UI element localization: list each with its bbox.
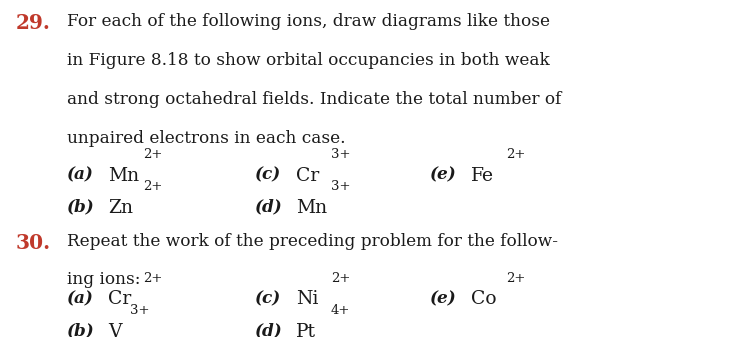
Text: 29.: 29. — [16, 13, 51, 33]
Text: Pt: Pt — [296, 323, 316, 337]
Text: Cr: Cr — [108, 290, 131, 308]
Text: Fe: Fe — [471, 167, 494, 185]
Text: Mn: Mn — [296, 199, 327, 217]
Text: (b): (b) — [67, 199, 95, 216]
Text: Ni: Ni — [296, 290, 319, 308]
Text: (a): (a) — [67, 290, 94, 307]
Text: For each of the following ions, draw diagrams like those: For each of the following ions, draw dia… — [67, 13, 550, 30]
Text: (d): (d) — [255, 199, 283, 216]
Text: 4+: 4+ — [331, 304, 351, 317]
Text: 3+: 3+ — [331, 148, 351, 161]
Text: Co: Co — [471, 290, 496, 308]
Text: 3+: 3+ — [331, 180, 351, 193]
Text: (c): (c) — [255, 290, 281, 307]
Text: (e): (e) — [430, 290, 457, 307]
Text: Mn: Mn — [108, 167, 139, 185]
Text: (e): (e) — [430, 167, 457, 184]
Text: and strong octahedral fields. Indicate the total number of: and strong octahedral fields. Indicate t… — [67, 91, 561, 108]
Text: Zn: Zn — [108, 199, 133, 217]
Text: 2+: 2+ — [506, 148, 526, 161]
Text: 30.: 30. — [16, 233, 51, 252]
Text: unpaired electrons in each case.: unpaired electrons in each case. — [67, 130, 346, 147]
Text: 2+: 2+ — [331, 272, 351, 285]
Text: (c): (c) — [255, 167, 281, 184]
Text: (b): (b) — [67, 323, 95, 337]
Text: ing ions:: ing ions: — [67, 271, 141, 288]
Text: V: V — [108, 323, 122, 337]
Text: 2+: 2+ — [143, 272, 163, 285]
Text: Cr: Cr — [296, 167, 319, 185]
Text: Repeat the work of the preceding problem for the follow-: Repeat the work of the preceding problem… — [67, 233, 558, 249]
Text: (d): (d) — [255, 323, 283, 337]
Text: 2+: 2+ — [506, 272, 526, 285]
Text: 2+: 2+ — [143, 180, 163, 193]
Text: 3+: 3+ — [130, 304, 149, 317]
Text: (a): (a) — [67, 167, 94, 184]
Text: 2+: 2+ — [143, 148, 163, 161]
Text: in Figure 8.18 to show orbital occupancies in both weak: in Figure 8.18 to show orbital occupanci… — [67, 52, 550, 69]
